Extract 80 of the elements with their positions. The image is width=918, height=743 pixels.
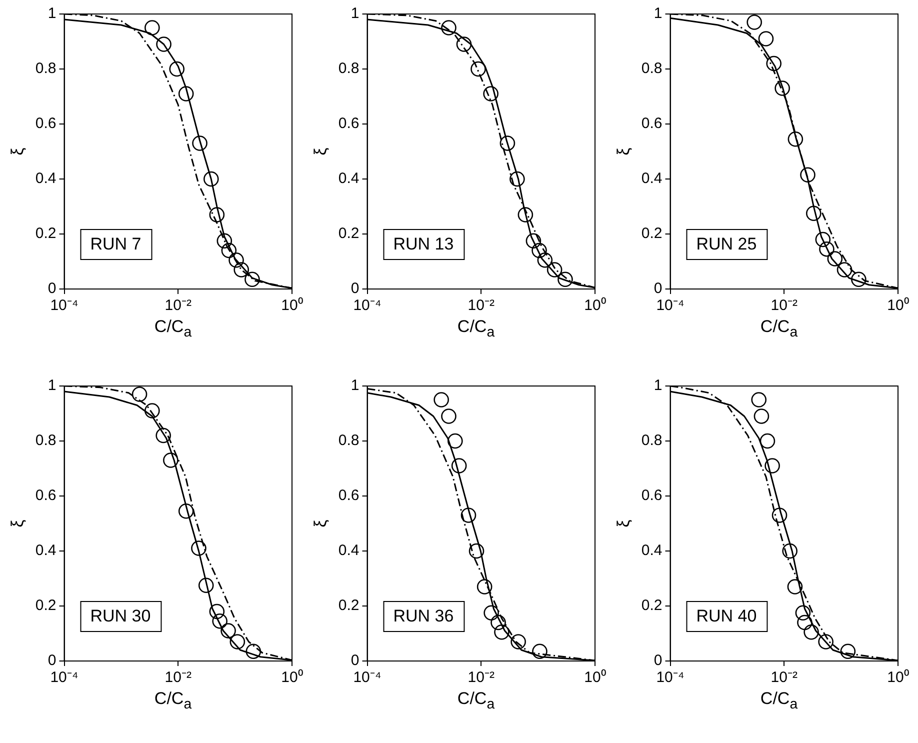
- y-tick-label: 0.6: [641, 115, 662, 132]
- y-tick-label: 0.2: [338, 225, 360, 242]
- y-tick-label: 1: [654, 377, 662, 394]
- y-tick-label: 0.2: [35, 225, 56, 242]
- x-tick-label: 10⁻⁴: [353, 669, 382, 686]
- x-tick-label: 10⁻⁴: [353, 297, 382, 314]
- y-tick-label: 0.8: [641, 432, 662, 450]
- y-tick-label: 1: [48, 5, 56, 22]
- y-tick-label: 0.6: [338, 115, 360, 132]
- x-axis-title: C/C$_{a}$: [456, 689, 496, 712]
- y-axis-title: ξ: [8, 519, 27, 528]
- x-tick-label: 10⁻²: [770, 297, 798, 314]
- y-tick-label: 0.4: [641, 170, 662, 188]
- x-tick-label: 10⁰: [887, 297, 909, 314]
- annotation: RUN 36: [393, 606, 454, 626]
- x-axis-title: C/C$_{a}$: [456, 317, 496, 340]
- y-tick-label: 0.6: [35, 487, 56, 504]
- x-tick-label: 10⁻²: [770, 669, 798, 686]
- y-tick-label: 0.2: [641, 597, 662, 614]
- y-tick-label: 0: [48, 652, 56, 670]
- annotation: RUN 25: [696, 234, 757, 254]
- x-tick-label: 10⁰: [584, 669, 606, 686]
- y-tick-label: 0.4: [35, 542, 56, 560]
- y-tick-label: 0.2: [641, 225, 662, 242]
- y-tick-label: 0.8: [35, 60, 56, 78]
- annotation: RUN 13: [393, 234, 454, 254]
- point: [484, 605, 499, 621]
- annotation: RUN 7: [90, 234, 142, 254]
- y-tick-label: 0.4: [338, 542, 360, 560]
- y-tick-label: 0.8: [338, 60, 360, 78]
- y-tick-label: 0.6: [338, 487, 360, 504]
- y-tick-label: 0.8: [641, 60, 662, 78]
- x-tick-label: 10⁻⁴: [656, 669, 684, 686]
- y-axis-title: ξ: [614, 147, 633, 156]
- annotation: RUN 40: [696, 606, 757, 626]
- point: [460, 508, 476, 523]
- x-tick-label: 10⁰: [281, 669, 303, 686]
- y-tick-label: 0: [654, 652, 662, 670]
- y-tick-label: 0: [350, 652, 360, 670]
- y-tick-label: 0.8: [35, 432, 56, 450]
- point: [434, 392, 449, 408]
- y-axis-title: ξ: [614, 519, 633, 528]
- x-tick-label: 10⁻⁴: [50, 297, 78, 314]
- y-tick-label: 0.6: [35, 115, 56, 132]
- y-tick-label: 0.2: [35, 597, 56, 614]
- x-axis-title: C/C$_{a}$: [153, 317, 193, 340]
- y-axis-title: ξ: [310, 147, 330, 156]
- y-axis-title: ξ: [310, 519, 330, 528]
- point: [490, 614, 506, 630]
- y-tick-label: 0.4: [35, 170, 56, 188]
- y-axis-title: ξ: [8, 147, 27, 156]
- y-tick-label: 0.6: [641, 487, 662, 504]
- point: [441, 408, 456, 424]
- x-tick-label: 10⁻²: [164, 669, 192, 686]
- x-tick-label: 10⁻⁴: [50, 669, 78, 686]
- x-axis-title: C/C$_{a}$: [759, 689, 799, 712]
- point: [476, 579, 492, 594]
- y-tick-label: 0: [654, 280, 662, 298]
- x-axis-title: C/C$_{a}$: [153, 689, 193, 712]
- x-tick-label: 10⁻²: [468, 669, 494, 686]
- point: [468, 543, 484, 559]
- y-tick-label: 0.4: [338, 170, 360, 188]
- x-tick-label: 10⁰: [281, 297, 303, 314]
- y-tick-label: 0: [48, 280, 56, 298]
- point: [448, 433, 463, 449]
- x-axis-title: C/C$_{a}$: [759, 317, 799, 340]
- y-tick-label: 0.2: [338, 597, 360, 614]
- x-tick-label: 10⁻²: [164, 297, 192, 314]
- y-tick-label: 1: [350, 5, 360, 22]
- y-tick-label: 1: [654, 5, 662, 22]
- y-tick-label: 0: [350, 280, 360, 298]
- x-tick-label: 10⁻²: [468, 297, 494, 314]
- annotation: RUN 30: [90, 606, 151, 626]
- y-tick-label: 0.4: [641, 542, 662, 560]
- y-tick-label: 0.8: [338, 432, 360, 450]
- x-tick-label: 10⁰: [584, 297, 606, 314]
- y-tick-label: 1: [48, 377, 56, 394]
- x-tick-label: 10⁻⁴: [656, 297, 684, 314]
- x-tick-label: 10⁰: [887, 669, 909, 686]
- y-tick-label: 1: [350, 377, 360, 394]
